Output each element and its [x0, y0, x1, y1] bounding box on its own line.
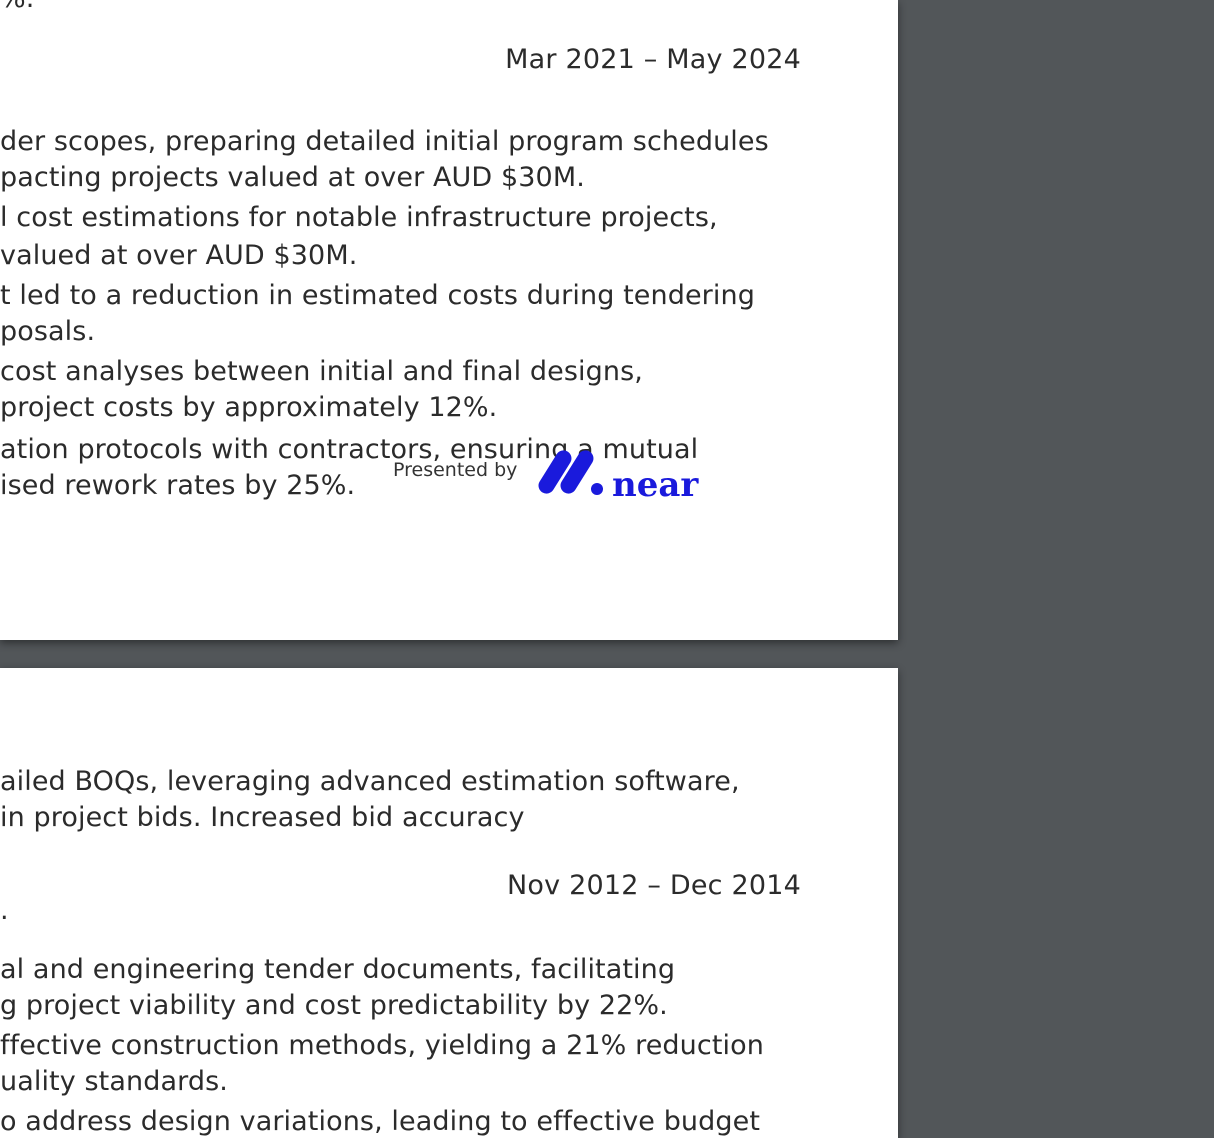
date-range: Nov 2012 – Dec 2014: [507, 870, 801, 901]
near-logo-text: near: [612, 465, 699, 502]
presented-by-badge[interactable]: Presented by near: [393, 446, 713, 506]
date-range: Mar 2021 – May 2024: [505, 44, 801, 75]
bullet-line: ailed BOQs, leveraging advanced estimati…: [0, 766, 740, 797]
bullet-line: t led to a reduction in estimated costs …: [0, 280, 755, 311]
near-logo-icon: [538, 450, 572, 494]
bullet-line: l cost estimations for notable infrastru…: [0, 202, 718, 233]
near-logo: near: [533, 446, 708, 506]
presented-by-label: Presented by: [393, 459, 518, 481]
bullet-line: pacting projects valued at over AUD $30M…: [0, 162, 585, 193]
document-page-2: ailed BOQs, leveraging advanced estimati…: [0, 668, 898, 1138]
bullet-line: posals.: [0, 316, 96, 347]
bullet-line: valued at over AUD $30M.: [0, 240, 358, 271]
bullet-line: cost analyses between initial and final …: [0, 356, 643, 387]
bullet-line: al and engineering tender documents, fac…: [0, 954, 676, 985]
bullet-line: project costs by approximately 12%.: [0, 392, 498, 423]
bullet-line: der scopes, preparing detailed initial p…: [0, 126, 769, 157]
text-fragment: %.: [0, 0, 34, 16]
text-fragment: .: [0, 895, 9, 926]
bullet-line: o address design variations, leading to …: [0, 1106, 761, 1137]
bullet-line: g project viability and cost predictabil…: [0, 990, 668, 1021]
bullet-line: ffective construction methods, yielding …: [0, 1030, 764, 1061]
bullet-line: uality standards.: [0, 1066, 228, 1097]
bullet-line: ised rework rates by 25%.: [0, 470, 356, 501]
document-page-1: %. Mar 2021 – May 2024 der scopes, prepa…: [0, 0, 898, 640]
bullet-line: in project bids. Increased bid accuracy: [0, 802, 525, 833]
